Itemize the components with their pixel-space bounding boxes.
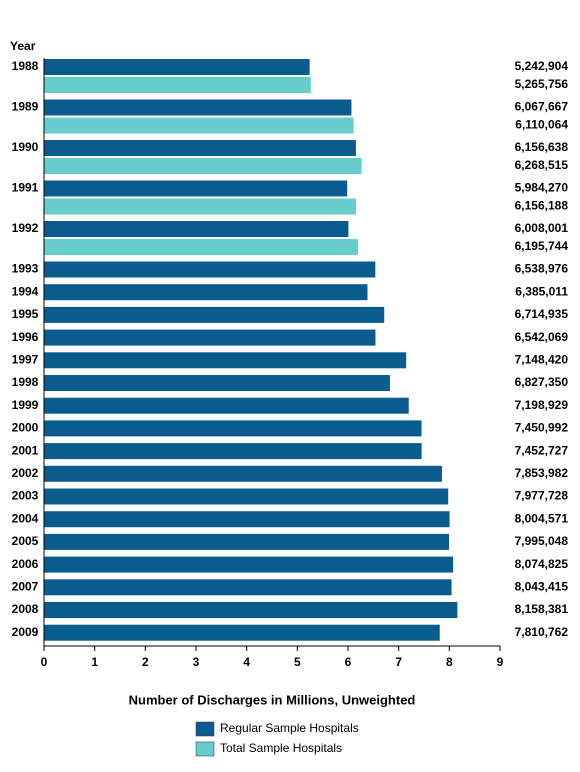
- value-label: 6,156,188: [515, 199, 569, 213]
- bar: [44, 117, 354, 134]
- legend-label: Regular Sample Hospitals: [220, 721, 359, 735]
- value-label: 6,008,001: [515, 221, 569, 235]
- value-label: 8,158,381: [515, 602, 569, 616]
- y-tick-label: 2005: [12, 534, 39, 548]
- value-label: 6,538,976: [515, 262, 569, 276]
- value-label: 8,043,415: [515, 579, 569, 593]
- value-label: 7,853,982: [515, 466, 569, 480]
- value-label: 6,195,744: [515, 239, 569, 253]
- bar: [44, 99, 352, 116]
- bar: [44, 198, 356, 215]
- y-tick-label: 1993: [12, 262, 39, 276]
- value-label: 7,450,992: [515, 421, 569, 435]
- y-tick-label: 1991: [12, 181, 39, 195]
- value-label: 7,995,048: [515, 534, 569, 548]
- bar: [44, 158, 362, 174]
- bar: [44, 329, 376, 346]
- value-label: 5,984,270: [515, 181, 569, 195]
- y-tick-label: 2000: [12, 421, 39, 435]
- bar: [44, 284, 368, 301]
- y-tick-label: 2006: [12, 557, 39, 571]
- bar: [44, 556, 454, 573]
- value-label: 8,004,571: [515, 511, 569, 525]
- x-tick-label: 0: [41, 655, 48, 669]
- y-tick-label: 1994: [12, 284, 39, 298]
- bar: [44, 397, 409, 414]
- value-label: 6,385,011: [515, 284, 568, 298]
- y-tick-label: 1989: [12, 100, 39, 114]
- value-label: 5,265,756: [515, 77, 569, 91]
- x-tick-label: 8: [446, 655, 453, 669]
- legend-label: Total Sample Hospitals: [220, 741, 342, 755]
- value-label: 7,198,929: [515, 398, 569, 412]
- value-label: 6,110,064: [515, 118, 568, 132]
- bar: [44, 261, 376, 278]
- bar: [44, 306, 385, 323]
- value-label: 6,542,069: [515, 330, 569, 344]
- y-tick-label: 1992: [12, 221, 39, 235]
- bar: [44, 140, 356, 156]
- category-axis-title: Year: [10, 39, 36, 53]
- y-tick-label: 1990: [12, 140, 39, 154]
- x-tick-label: 5: [294, 655, 301, 669]
- value-label: 6,067,667: [515, 100, 569, 114]
- value-label: 6,156,638: [515, 140, 569, 154]
- y-tick-label: 2001: [12, 443, 39, 457]
- bar: [44, 465, 442, 482]
- y-tick-label: 2004: [12, 511, 39, 525]
- bar: [44, 180, 348, 197]
- bar: [44, 443, 422, 460]
- bar: [44, 77, 311, 93]
- y-tick-label: 2009: [12, 625, 39, 639]
- x-tick-label: 1: [91, 655, 98, 669]
- y-tick-label: 2003: [12, 489, 39, 503]
- y-tick-label: 2002: [12, 466, 39, 480]
- y-tick-label: 2008: [12, 602, 39, 616]
- bar: [44, 352, 407, 369]
- bar: [44, 602, 458, 618]
- bar: [44, 375, 390, 391]
- value-label: 7,452,727: [515, 443, 569, 457]
- bar: [44, 488, 449, 505]
- x-tick-label: 2: [142, 655, 149, 669]
- bar: [44, 579, 452, 596]
- bar: [44, 511, 450, 528]
- value-label: 8,074,825: [515, 557, 569, 571]
- x-tick-label: 4: [243, 655, 250, 669]
- bar: [44, 624, 440, 641]
- value-label: 7,148,420: [515, 352, 569, 366]
- y-tick-label: 1988: [12, 59, 39, 73]
- value-label: 6,268,515: [515, 158, 569, 172]
- y-tick-label: 1995: [12, 307, 39, 321]
- y-tick-label: 1996: [12, 330, 39, 344]
- x-tick-label: 3: [193, 655, 200, 669]
- value-label: 6,827,350: [515, 375, 569, 389]
- bar: [44, 221, 349, 237]
- value-label: 5,242,904: [515, 59, 569, 73]
- x-tick-label: 6: [345, 655, 352, 669]
- x-tick-label: 7: [395, 655, 402, 669]
- bar: [44, 239, 358, 255]
- bar: [44, 420, 422, 437]
- y-tick-label: 2007: [12, 579, 39, 593]
- y-tick-label: 1997: [12, 352, 39, 366]
- legend-swatch: [195, 741, 215, 757]
- x-axis-title: Number of Discharges in Millions, Unweig…: [129, 692, 416, 707]
- value-label: 7,977,728: [515, 489, 569, 503]
- y-tick-label: 1998: [12, 375, 39, 389]
- value-label: 6,714,935: [515, 307, 569, 321]
- value-label: 7,810,762: [515, 625, 569, 639]
- legend-swatch: [195, 721, 215, 737]
- x-tick-label: 9: [497, 655, 504, 669]
- bar: [44, 533, 450, 550]
- y-tick-label: 1999: [12, 398, 39, 412]
- bar: [44, 59, 310, 75]
